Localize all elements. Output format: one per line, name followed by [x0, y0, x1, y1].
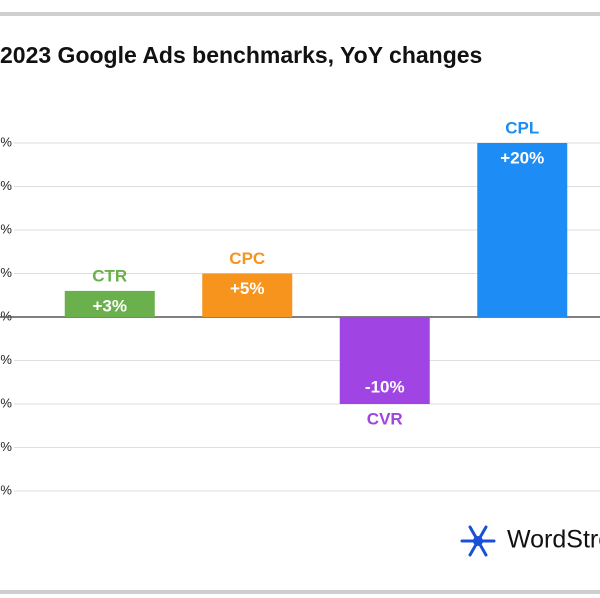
brand-name: WordStream — [507, 526, 600, 554]
bar — [202, 273, 293, 317]
category-label: CTR — [92, 266, 127, 285]
y-tick-label: 0% — [0, 308, 12, 323]
value-label: +3% — [93, 296, 128, 315]
y-tick-label: 5% — [0, 265, 12, 280]
chart-title: 2023 Google Ads benchmarks, YoY changes — [0, 42, 482, 68]
value-label: +20% — [500, 148, 544, 167]
bar — [477, 143, 568, 317]
category-label: CPL — [505, 118, 539, 137]
y-tick-label: 20% — [0, 134, 12, 149]
bar — [64, 290, 155, 317]
bar — [339, 317, 430, 404]
y-tick-label: 10% — [0, 221, 12, 236]
y-tick-label: 15% — [0, 178, 12, 193]
y-tick-label: -15% — [0, 439, 12, 454]
category-label: CPC — [229, 249, 265, 268]
y-tick-label: -5% — [0, 352, 12, 367]
value-label: -10% — [365, 377, 405, 396]
y-tick-label: -10% — [0, 395, 12, 410]
value-label: +5% — [230, 279, 265, 298]
brand-logo — [460, 525, 496, 557]
category-label: CVR — [367, 409, 403, 428]
y-tick-label: -20% — [0, 482, 12, 497]
